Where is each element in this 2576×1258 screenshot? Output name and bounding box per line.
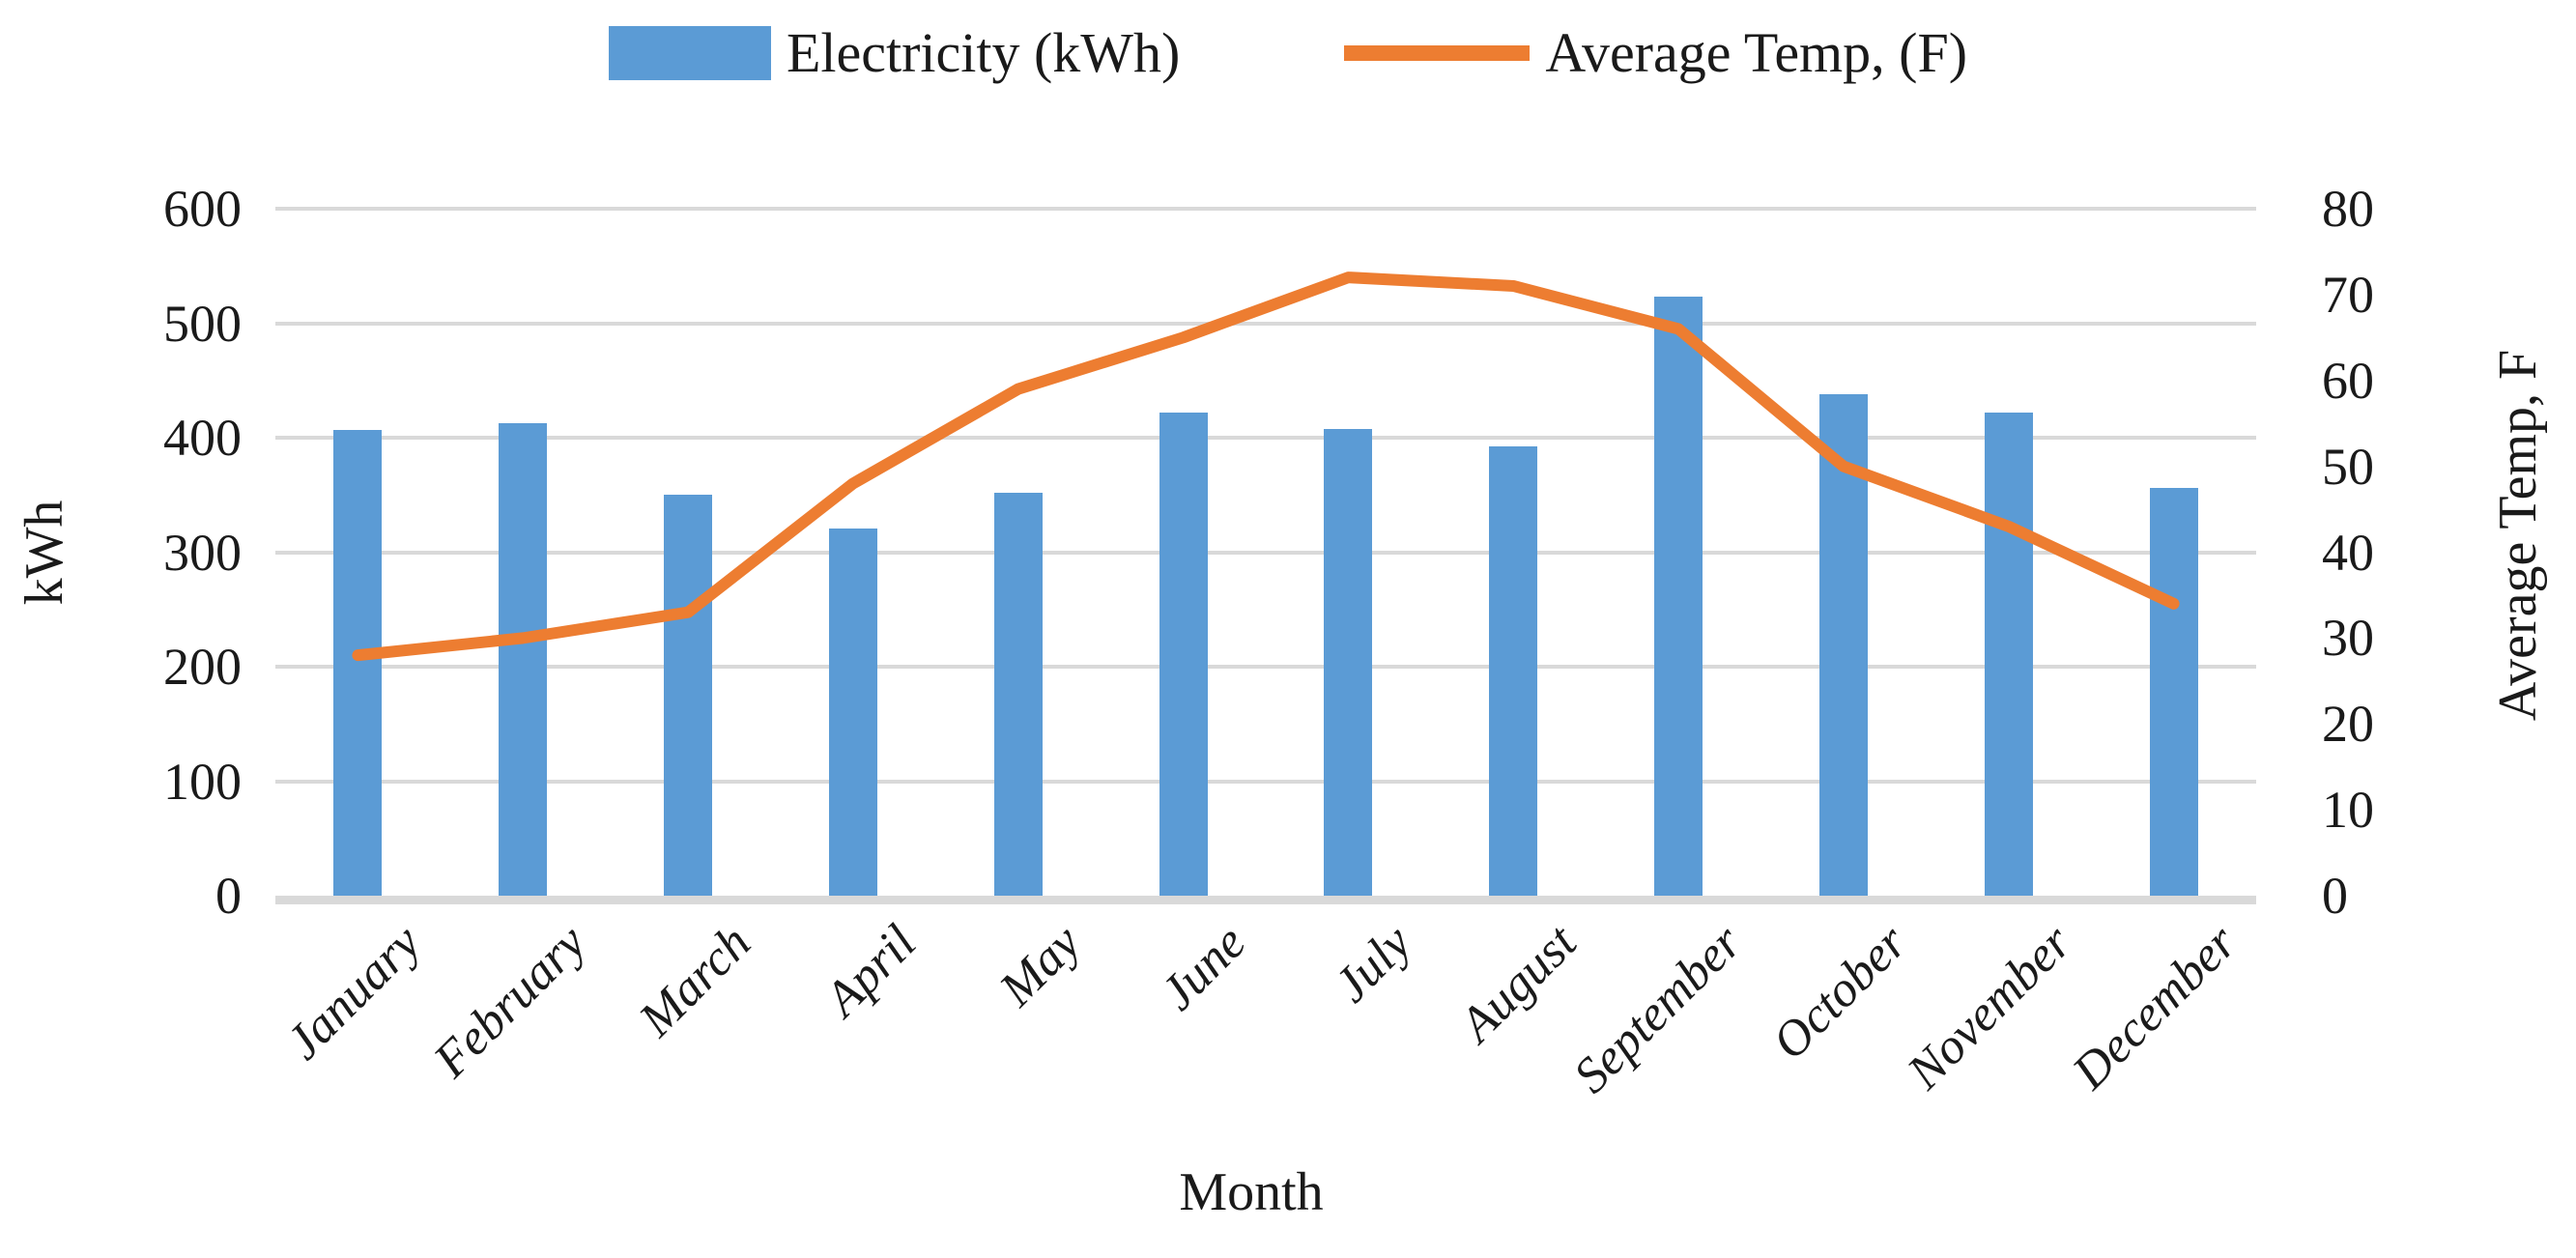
x-axis-label-july: July — [1324, 914, 1422, 1014]
x-axis-baseline — [275, 896, 2256, 904]
electricity-bar-june — [1159, 412, 1208, 896]
left-axis-tick-200: 200 — [163, 638, 242, 696]
legend-swatch-average-temp-line — [1344, 45, 1531, 61]
x-axis-label-september: September — [1562, 914, 1753, 1104]
chart-legend: Electricity (kWh) Average Temp, (F) — [0, 25, 2576, 81]
left-axis-tick-300: 300 — [163, 523, 242, 582]
electricity-bar-march — [664, 495, 713, 896]
axis-title-average-temp: Average Temp, F — [2488, 349, 2548, 721]
x-axis-label-may: May — [989, 914, 1092, 1017]
legend-swatch-electricity-bar — [608, 26, 771, 80]
right-axis-tick-50: 50 — [2322, 437, 2374, 496]
temp-line-path — [352, 272, 2180, 662]
legend-label-electricity: Electricity (kWh) — [786, 21, 1181, 84]
right-axis-tick-80: 80 — [2322, 180, 2374, 238]
electricity-bar-september — [1654, 297, 1703, 896]
right-axis-tick-70: 70 — [2322, 265, 2374, 324]
x-axis-label-october: October — [1761, 914, 1918, 1071]
electricity-bar-january — [333, 429, 383, 896]
temp-line-series — [352, 272, 2180, 662]
legend-item-average-temp: Average Temp, (F) — [1344, 25, 1967, 81]
legend-label-average-temp: Average Temp, (F) — [1545, 21, 1968, 84]
right-axis-tick-0: 0 — [2322, 867, 2348, 925]
electricity-bar-august — [1489, 446, 1538, 896]
x-axis-label-august: August — [1448, 914, 1588, 1053]
electricity-bar-may — [993, 492, 1043, 896]
electricity-bar-december — [2149, 488, 2198, 896]
x-axis-label-march: March — [629, 914, 762, 1047]
right-axis-tick-10: 10 — [2322, 781, 2374, 840]
left-axis-tick-0: 0 — [215, 867, 242, 925]
plot-area — [275, 207, 2256, 904]
electricity-bar-november — [1984, 412, 2033, 896]
x-axis-label-february: February — [423, 914, 597, 1089]
electricity-bar-july — [1324, 428, 1373, 896]
gridline — [275, 550, 2256, 555]
legend-item-electricity: Electricity (kWh) — [608, 21, 1181, 84]
x-axis-label-june: June — [1151, 914, 1257, 1021]
right-axis-tick-40: 40 — [2322, 523, 2374, 582]
electricity-bar-april — [828, 528, 877, 896]
x-axis-label-january: January — [275, 914, 432, 1071]
x-axis-label-april: April — [815, 914, 928, 1027]
right-axis-tick-30: 30 — [2322, 609, 2374, 668]
gridline — [275, 665, 2256, 669]
x-axis-label-november: November — [1897, 914, 2082, 1101]
gridline — [275, 436, 2256, 440]
right-axis-tick-20: 20 — [2322, 695, 2374, 754]
axis-title-month: Month — [1179, 1162, 1324, 1222]
gridline — [275, 321, 2256, 326]
left-axis-tick-100: 100 — [163, 752, 242, 811]
left-axis-tick-400: 400 — [163, 409, 242, 467]
x-axis-label-december: December — [2062, 914, 2247, 1101]
gridline — [275, 207, 2256, 211]
electricity-bar-february — [499, 422, 548, 896]
left-axis-tick-600: 600 — [163, 180, 242, 238]
right-axis-tick-60: 60 — [2322, 351, 2374, 410]
gridline — [275, 779, 2256, 784]
left-axis-tick-500: 500 — [163, 294, 242, 353]
